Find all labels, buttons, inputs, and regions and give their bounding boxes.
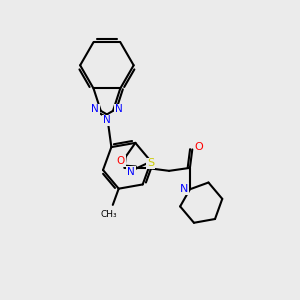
Text: O: O — [116, 156, 125, 166]
Text: N: N — [127, 167, 135, 177]
Text: N: N — [115, 104, 122, 114]
Text: O: O — [195, 142, 203, 152]
Text: S: S — [147, 158, 154, 168]
Text: N: N — [103, 116, 111, 125]
Text: CH₃: CH₃ — [101, 210, 118, 219]
Text: N: N — [91, 104, 99, 114]
Text: N: N — [180, 184, 188, 194]
